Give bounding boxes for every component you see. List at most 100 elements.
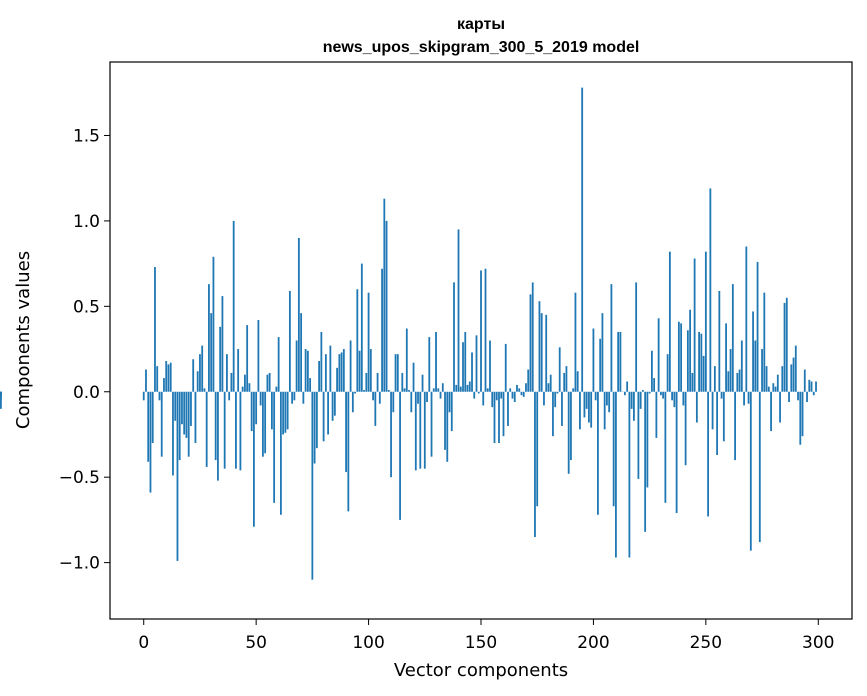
- bar: [196, 371, 199, 392]
- bar: [540, 313, 543, 392]
- bar: [612, 391, 615, 507]
- bar: [147, 391, 150, 462]
- bar: [264, 391, 267, 454]
- bar: [601, 313, 604, 392]
- bar: [664, 391, 667, 503]
- bar: [493, 391, 496, 444]
- bar: [217, 391, 219, 481]
- bar: [702, 355, 705, 392]
- bar: [585, 391, 588, 409]
- bar: [552, 391, 554, 437]
- bar: [399, 391, 401, 520]
- bar: [226, 354, 228, 392]
- bar: [284, 391, 287, 433]
- bar: [315, 391, 318, 449]
- bar: [525, 383, 527, 392]
- bar: [340, 352, 343, 392]
- bar: [480, 270, 482, 392]
- bar: [785, 297, 788, 392]
- bar: [776, 374, 779, 392]
- bar: [286, 391, 289, 430]
- bar: [300, 313, 303, 392]
- bar: [174, 391, 177, 421]
- bar: [414, 391, 417, 471]
- bar: [369, 349, 372, 392]
- bar: [363, 390, 365, 392]
- bar: [628, 391, 631, 558]
- bar: [639, 391, 642, 409]
- bar: [190, 391, 192, 426]
- bar: [279, 391, 282, 515]
- y-tick-label: 1.5: [73, 126, 100, 146]
- bar: [410, 391, 413, 413]
- bar: [736, 372, 739, 392]
- bar: [686, 330, 689, 392]
- bar: [336, 367, 338, 392]
- bar: [731, 284, 734, 392]
- bar: [405, 328, 408, 392]
- bar: [347, 391, 350, 512]
- bar: [513, 391, 516, 403]
- bar: [529, 294, 532, 392]
- x-tick-label: 200: [577, 633, 609, 653]
- bar: [592, 328, 595, 392]
- bar: [228, 391, 231, 401]
- bar: [718, 290, 721, 392]
- bar: [603, 391, 606, 430]
- bar: [277, 337, 280, 392]
- bar: [666, 354, 669, 392]
- chart-title-line2: news_upos_skipgram_300_5_2019 model: [323, 39, 640, 56]
- bar: [219, 326, 222, 392]
- bar: [754, 340, 757, 392]
- bar: [221, 296, 224, 392]
- y-tick-label: −1.0: [59, 554, 100, 574]
- bar: [597, 391, 599, 515]
- bar: [792, 357, 795, 392]
- bar: [338, 354, 341, 392]
- bar: [237, 349, 240, 392]
- bar: [677, 321, 680, 392]
- bar: [306, 350, 309, 392]
- bar: [599, 338, 602, 392]
- bar: [439, 391, 442, 399]
- x-tick-label: 100: [352, 633, 384, 653]
- bar: [684, 391, 687, 466]
- bar: [502, 391, 505, 437]
- bar: [781, 366, 784, 392]
- bar: [392, 391, 395, 413]
- bar: [812, 391, 815, 396]
- bar: [181, 391, 183, 425]
- bar: [324, 354, 327, 392]
- bar: [583, 391, 586, 418]
- bar: [354, 391, 356, 394]
- bar: [659, 391, 662, 396]
- bar: [187, 391, 190, 457]
- bar: [311, 391, 314, 580]
- bar: [172, 391, 174, 476]
- bar: [729, 349, 732, 392]
- bar: [266, 374, 269, 392]
- bar: [282, 391, 285, 435]
- bar: [390, 391, 392, 478]
- bar: [806, 391, 808, 403]
- bar: [176, 391, 179, 561]
- bar: [783, 302, 786, 392]
- bar: [423, 391, 426, 469]
- x-tick-label: 0: [138, 633, 149, 653]
- bar: [761, 349, 763, 392]
- chart-title-line1: карты: [457, 16, 505, 33]
- bar: [704, 251, 707, 392]
- bar: [689, 309, 692, 392]
- bar: [570, 391, 572, 461]
- y-tick-label: −0.5: [59, 468, 100, 488]
- bar: [178, 391, 181, 461]
- bar: [740, 340, 743, 392]
- bar: [295, 340, 298, 392]
- bar: [556, 391, 559, 394]
- bar: [588, 391, 590, 423]
- bar: [367, 292, 370, 392]
- bar: [482, 391, 485, 406]
- bar: [655, 391, 658, 438]
- bar: [356, 289, 359, 392]
